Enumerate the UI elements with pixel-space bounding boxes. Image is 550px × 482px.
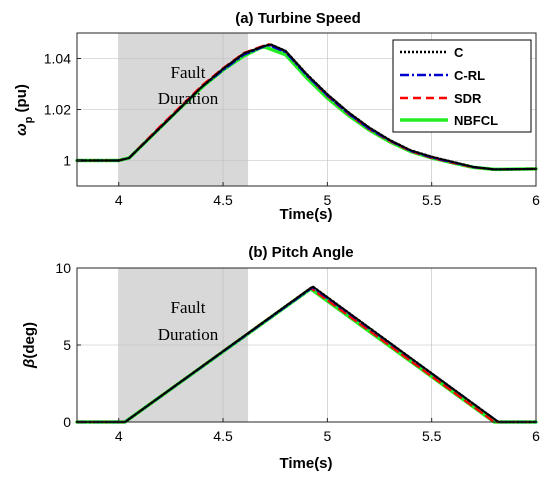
pitch-angle-panel: (b) Pitch Angle 4 4.5 5 5.5 6 0 5 10 Fault Dur… [21,244,540,472]
turbine-speed-x-tick-label-4: 6 [532,192,540,208]
legend: C C-RL SDR NBFCL [392,39,532,133]
pitch-angle-y-tick-label-2: 10 [55,260,71,276]
fault-label-line1-a: Fault [171,63,206,82]
turbine-speed-x-axis-label: Time(s) [279,206,332,223]
turbine-speed-series [75,43,538,172]
legend-label-c: C [454,45,464,60]
pitch-angle-y-axis-label: β(deg) [21,322,38,369]
turbine-speed-y-tick-label-0: 1 [63,153,71,169]
legend-label-nbfcl: NBFCL [454,113,498,128]
fault-label-line2-a: Duration [158,89,219,108]
turbine-speed-y-axis-label: ωp (pu) [13,84,35,136]
y-label-unit: (pu) [13,84,30,116]
pitch-angle-x-tick-label-2: 5 [323,428,331,444]
turbine-speed-panel: (a) Turbine Speed 4 4.5 5 5.5 6 1 1.02 1.04 Fa… [13,10,540,223]
turbine-speed-y-tick-label-2: 1.04 [44,51,71,67]
turbine-speed-x-ticks: 4 4.5 5 5.5 6 [115,182,540,208]
legend-box [392,39,532,133]
pitch-angle-x-ticks: 4 4.5 5 5.5 6 [115,418,540,444]
pitch-angle-x-axis-label: Time(s) [279,455,332,472]
pitch-angle-y-ticks: 0 5 10 [55,260,81,430]
fault-label-line1-b: Fault [171,298,206,317]
turbine-speed-series-c [75,43,538,171]
fault-label-line2-b: Duration [158,325,219,344]
pitch-angle-y-tick-label-1: 5 [63,337,71,353]
y-label-deg: (deg) [21,322,38,359]
y-label-sub: p [23,116,35,123]
legend-label-c-rl: C-RL [454,68,485,83]
y-label-omega: ω [13,123,30,136]
turbine-speed-title: (a) Turbine Speed [235,10,361,27]
pitch-angle-y-tick-label-0: 0 [63,414,71,430]
turbine-speed-x-tick-label-0: 4 [115,192,123,208]
pitch-angle-title: (b) Pitch Angle [248,244,353,261]
pitch-angle-x-tick-label-0: 4 [115,428,123,444]
turbine-speed-x-tick-label-3: 5.5 [422,192,442,208]
turbine-speed-x-tick-label-2: 5 [323,192,331,208]
pitch-angle-x-tick-label-1: 4.5 [213,428,233,444]
pitch-angle-x-tick-label-4: 6 [532,428,540,444]
turbine-speed-y-tick-label-1: 1.02 [44,102,71,118]
turbine-speed-y-ticks: 1 1.02 1.04 [44,51,81,169]
turbine-speed-x-tick-label-1: 4.5 [213,192,233,208]
y-label-beta: β [21,359,38,369]
legend-label-sdr: SDR [454,91,482,106]
pitch-angle-x-tick-label-3: 5.5 [422,428,442,444]
